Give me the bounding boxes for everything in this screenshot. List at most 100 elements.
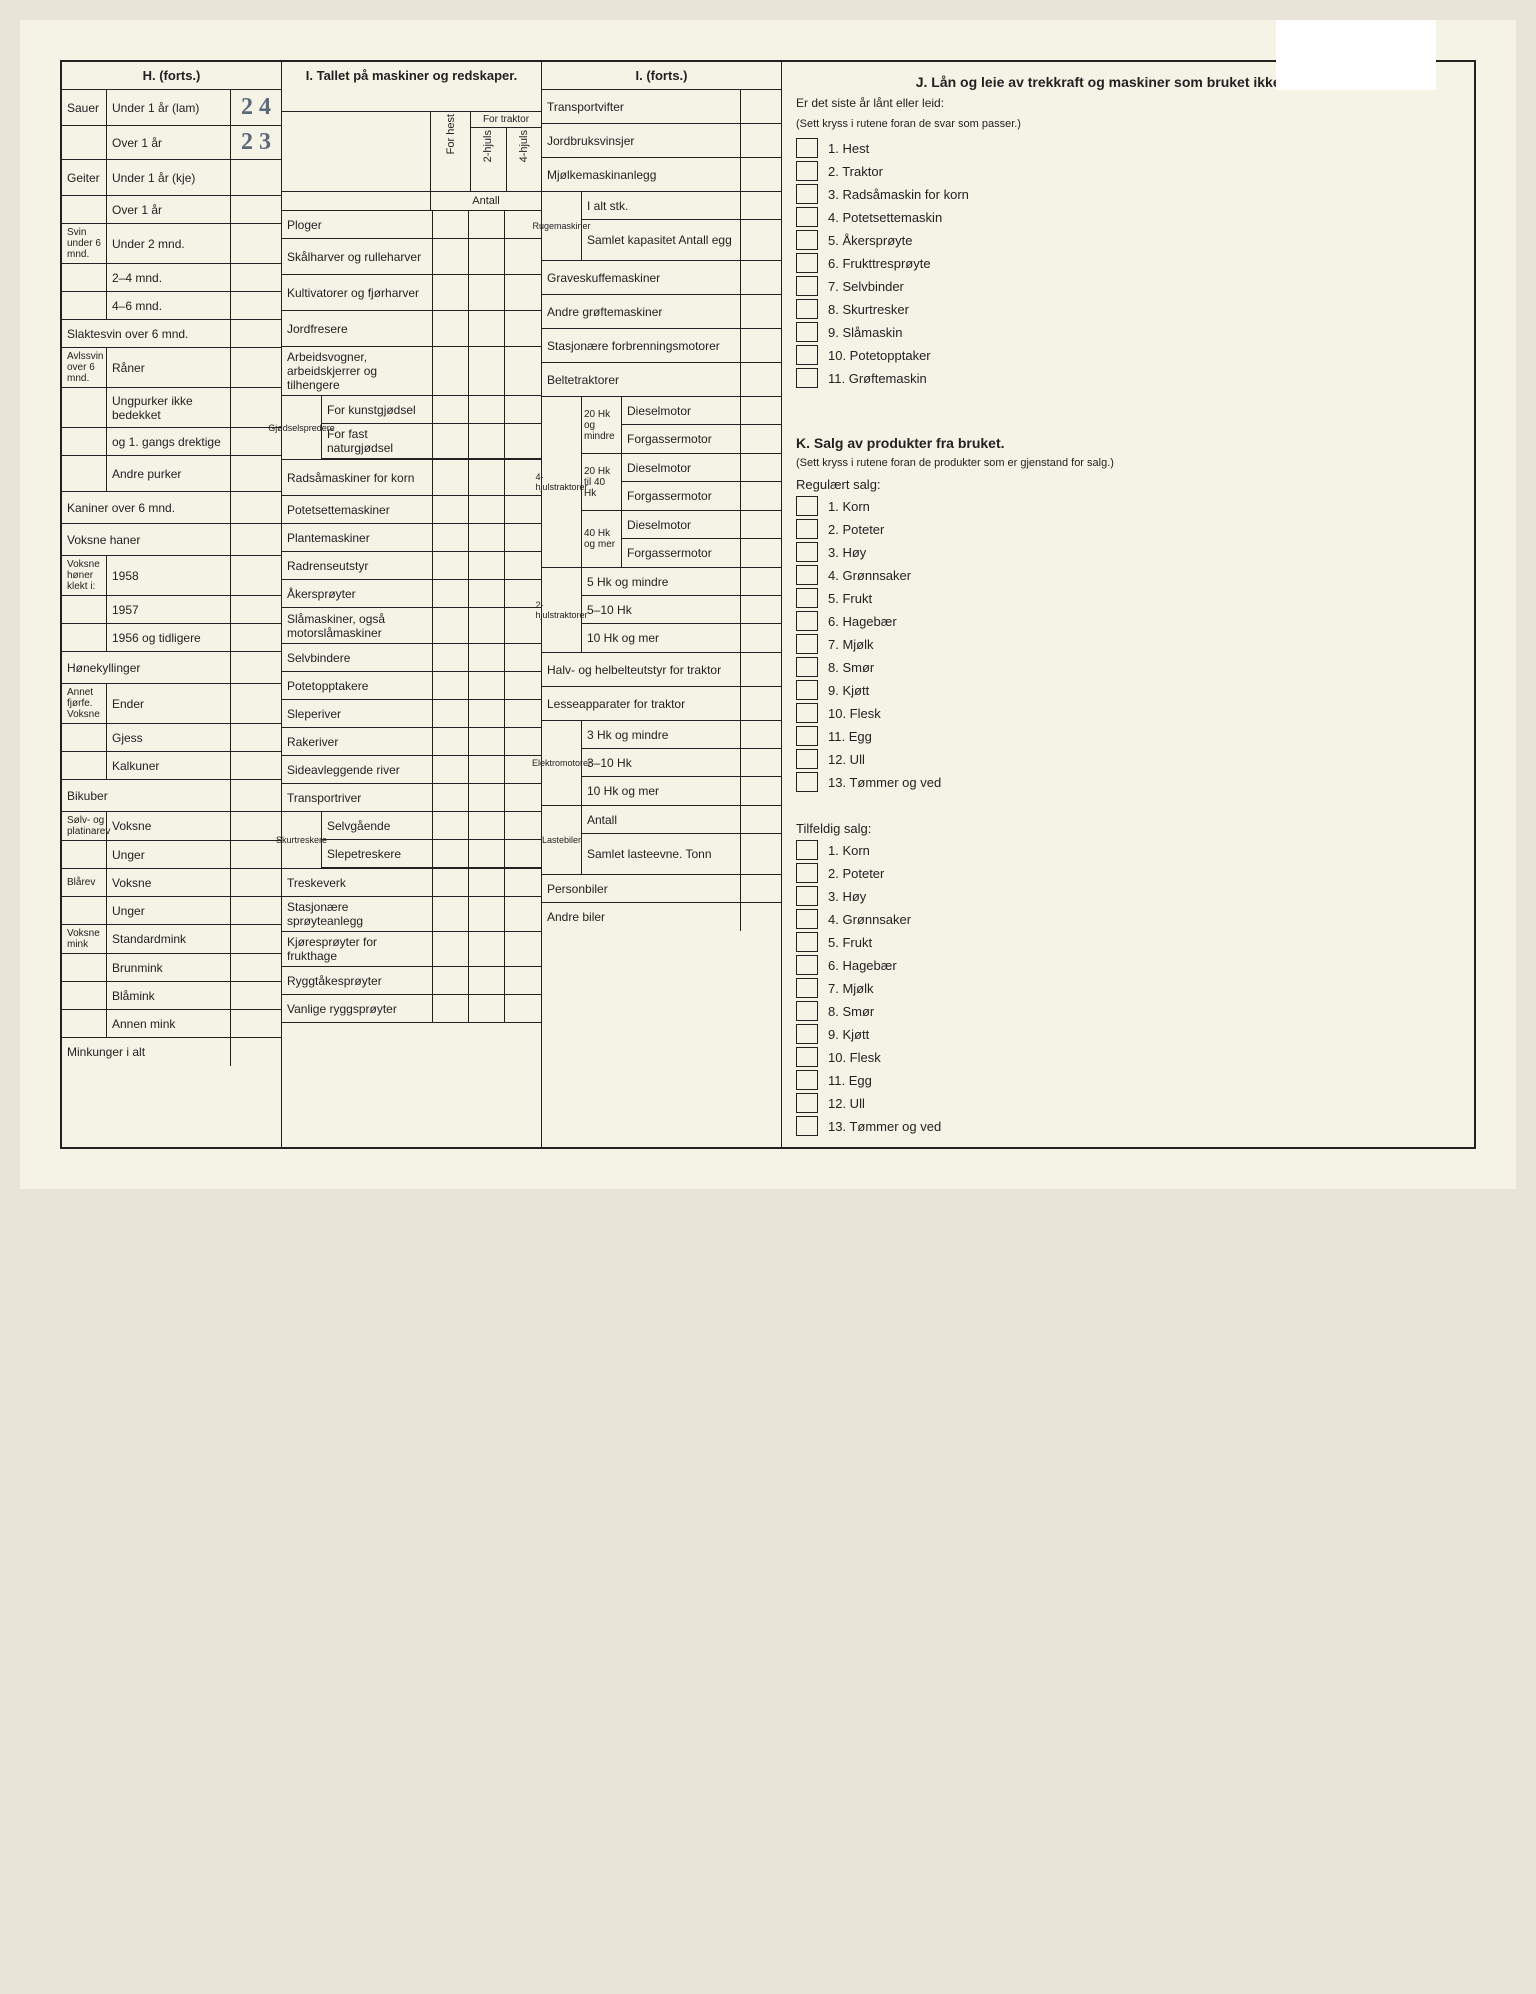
checkbox[interactable] xyxy=(796,207,818,227)
checkbox[interactable] xyxy=(796,1024,818,1044)
value-cell[interactable] xyxy=(469,552,505,579)
checkbox[interactable] xyxy=(796,184,818,204)
checkbox[interactable] xyxy=(796,345,818,365)
checkbox[interactable] xyxy=(796,863,818,883)
checkbox[interactable] xyxy=(796,368,818,388)
checkbox[interactable] xyxy=(796,932,818,952)
value-cell[interactable] xyxy=(469,347,505,395)
value-cell[interactable] xyxy=(433,756,469,783)
checkbox[interactable] xyxy=(796,565,818,585)
checkbox[interactable] xyxy=(796,138,818,158)
value-cell[interactable] xyxy=(469,211,505,238)
checkbox[interactable] xyxy=(796,276,818,296)
value-cell[interactable] xyxy=(433,275,469,310)
value-cell[interactable] xyxy=(433,672,469,699)
checkbox[interactable] xyxy=(796,496,818,516)
value-cell[interactable] xyxy=(469,756,505,783)
value-cell[interactable] xyxy=(505,784,541,811)
sauer-under1-val[interactable]: 2 4 xyxy=(231,90,281,125)
checkbox[interactable] xyxy=(796,1047,818,1067)
checkbox[interactable] xyxy=(796,657,818,677)
value-cell[interactable] xyxy=(469,524,505,551)
checkbox[interactable] xyxy=(796,840,818,860)
checkbox[interactable] xyxy=(796,634,818,654)
value-cell[interactable] xyxy=(433,211,469,238)
value-cell[interactable] xyxy=(433,524,469,551)
value-cell[interactable] xyxy=(469,580,505,607)
value-cell[interactable] xyxy=(505,524,541,551)
value-cell[interactable] xyxy=(433,728,469,755)
value-cell[interactable] xyxy=(433,932,469,966)
value-cell[interactable] xyxy=(433,347,469,395)
checkbox[interactable] xyxy=(796,253,818,273)
checkbox[interactable] xyxy=(796,1116,818,1136)
value-cell[interactable] xyxy=(505,967,541,994)
value-cell[interactable] xyxy=(433,700,469,727)
value-cell[interactable] xyxy=(433,239,469,274)
value-cell[interactable] xyxy=(433,897,469,931)
checkbox[interactable] xyxy=(796,772,818,792)
value-cell[interactable] xyxy=(469,311,505,346)
checkbox[interactable] xyxy=(796,1070,818,1090)
checkbox[interactable] xyxy=(796,611,818,631)
checkbox[interactable] xyxy=(796,680,818,700)
value-cell[interactable] xyxy=(433,552,469,579)
value-cell[interactable] xyxy=(469,967,505,994)
checkbox[interactable] xyxy=(796,588,818,608)
value-cell[interactable] xyxy=(505,275,541,310)
checkbox[interactable] xyxy=(796,322,818,342)
checkbox[interactable] xyxy=(796,1093,818,1113)
value-cell[interactable] xyxy=(469,995,505,1022)
value-cell[interactable] xyxy=(741,295,781,328)
value-cell[interactable] xyxy=(505,932,541,966)
value-cell[interactable] xyxy=(741,158,781,191)
checkbox[interactable] xyxy=(796,955,818,975)
checkbox[interactable] xyxy=(796,909,818,929)
value-cell[interactable] xyxy=(469,644,505,671)
value-cell[interactable] xyxy=(469,672,505,699)
value-cell[interactable] xyxy=(741,90,781,123)
value-cell[interactable] xyxy=(433,311,469,346)
value-cell[interactable] xyxy=(469,897,505,931)
value-cell[interactable] xyxy=(469,869,505,896)
value-cell[interactable] xyxy=(505,239,541,274)
checkbox[interactable] xyxy=(796,749,818,769)
value-cell[interactable] xyxy=(433,784,469,811)
checkbox[interactable] xyxy=(796,703,818,723)
value-cell[interactable] xyxy=(469,932,505,966)
value-cell[interactable] xyxy=(469,275,505,310)
checkbox[interactable] xyxy=(796,519,818,539)
value-cell[interactable] xyxy=(741,363,781,396)
value-cell[interactable] xyxy=(469,496,505,523)
value-cell[interactable] xyxy=(469,608,505,643)
value-cell[interactable] xyxy=(433,967,469,994)
value-cell[interactable] xyxy=(505,897,541,931)
value-cell[interactable] xyxy=(469,784,505,811)
value-cell[interactable] xyxy=(433,869,469,896)
value-cell[interactable] xyxy=(505,995,541,1022)
value-cell[interactable] xyxy=(469,728,505,755)
value-cell[interactable] xyxy=(505,672,541,699)
value-cell[interactable] xyxy=(433,580,469,607)
checkbox[interactable] xyxy=(796,886,818,906)
checkbox[interactable] xyxy=(796,726,818,746)
value-cell[interactable] xyxy=(505,700,541,727)
value-cell[interactable] xyxy=(433,608,469,643)
value-cell[interactable] xyxy=(505,644,541,671)
checkbox[interactable] xyxy=(796,230,818,250)
sauer-over1-val[interactable]: 2 3 xyxy=(231,126,281,159)
value-cell[interactable] xyxy=(433,460,469,495)
checkbox[interactable] xyxy=(796,1001,818,1021)
value-cell[interactable] xyxy=(505,347,541,395)
checkbox[interactable] xyxy=(796,978,818,998)
value-cell[interactable] xyxy=(469,460,505,495)
value-cell[interactable] xyxy=(505,311,541,346)
value-cell[interactable] xyxy=(741,124,781,157)
checkbox[interactable] xyxy=(796,161,818,181)
value-cell[interactable] xyxy=(505,869,541,896)
value-cell[interactable] xyxy=(433,644,469,671)
value-cell[interactable] xyxy=(469,239,505,274)
value-cell[interactable] xyxy=(505,728,541,755)
value-cell[interactable] xyxy=(433,496,469,523)
value-cell[interactable] xyxy=(433,995,469,1022)
